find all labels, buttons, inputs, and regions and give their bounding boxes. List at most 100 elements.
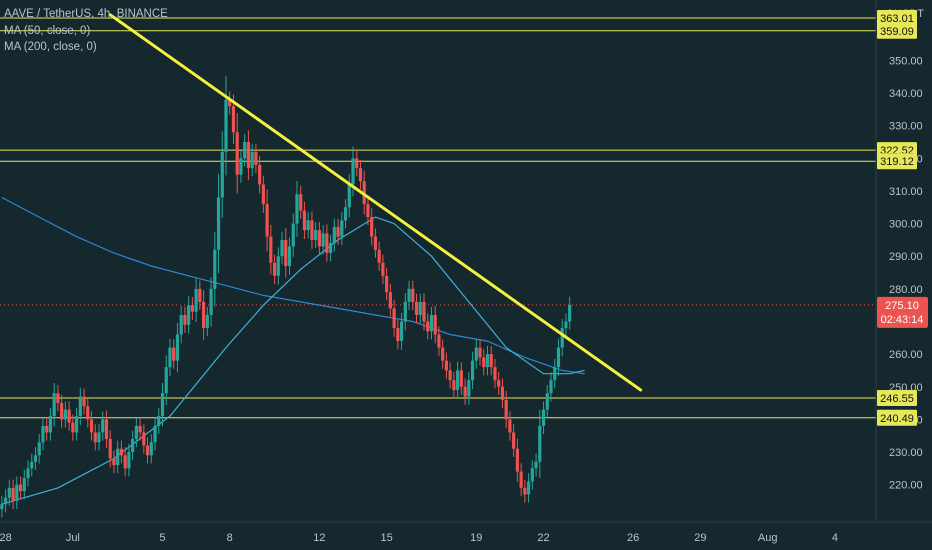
candle-17 [63,401,67,428]
candle-122 [456,361,460,399]
candle-body [564,321,568,329]
candle-body [317,230,321,247]
candle-body [101,419,105,433]
candle-117 [437,326,441,356]
level-badge-1: 359.09 [877,22,917,39]
candle-0 [0,496,4,518]
candle-body [474,347,478,361]
candle-body [388,292,392,309]
candle-body [422,301,426,322]
candle-50 [187,296,191,334]
y-tick-label: 310.00 [889,186,923,198]
ma200-line[interactable] [1,196,585,375]
candle-114 [426,313,430,340]
time-axis[interactable]: 28 Jul 5 8 12 15 19 22 26 29 Aug 4 [0,532,838,544]
candle-112 [418,293,422,324]
candle-body [329,243,333,253]
level-badge-bg [877,22,917,39]
candle-body [82,396,86,407]
candle-31 [116,440,120,474]
candle-127 [474,339,478,369]
y-tick-label: 350.00 [889,55,923,67]
candle-139 [519,463,523,497]
candle-88 [329,235,333,262]
candle-46 [172,339,176,369]
candle-body [512,432,516,449]
candle-36 [134,417,138,448]
candle-body [556,347,561,368]
candle-125 [467,372,471,405]
candle-61 [228,91,232,115]
candle-42 [157,407,161,435]
candle-100 [373,228,378,258]
candle-66 [246,130,251,180]
candle-body [448,370,452,381]
candle-body [526,481,531,495]
candle-body [26,468,30,479]
candle-body [287,246,292,267]
candle-65 [243,133,247,167]
candle-body [358,168,363,182]
candle-body [463,386,467,397]
x-tick-label: Aug [758,532,778,544]
candle-13 [48,407,53,441]
x-tick-label: 4 [832,532,838,544]
candle-145 [541,401,546,435]
candle-body [470,360,475,381]
candle-75 [280,231,284,265]
candle-body [508,419,512,433]
candle-32 [119,440,124,464]
candle-body [265,204,269,237]
ma50-line[interactable] [1,216,585,505]
candle-body [41,425,45,443]
candle-102 [381,254,385,284]
x-tick-label: 29 [694,532,706,544]
symbol-title[interactable]: AAVE / TetherUS, 4h, BINANCE [4,8,168,20]
candle-body [519,471,523,488]
candle-body [52,393,56,417]
candle-body [414,301,419,315]
candle-109 [407,280,411,311]
candle-body [489,354,493,368]
candle-63 [235,113,239,194]
candle-body [299,194,303,211]
candle-body [153,425,157,443]
candle-body [48,416,53,433]
x-tick-label: 19 [470,532,482,544]
candle-151 [564,313,568,337]
candle-4 [15,476,19,510]
candle-body [485,354,490,368]
candle-10 [37,434,41,464]
candle-body [407,288,411,302]
candle-body [246,142,251,169]
candle-142 [530,460,534,490]
candle-120 [448,362,452,389]
candle-106 [396,319,400,350]
candle-152 [568,296,572,330]
candle-52 [194,278,198,322]
current-price-text: 275.10 [885,300,919,312]
candle-39 [145,437,150,464]
trendline-group[interactable] [108,13,643,392]
candle-72 [269,224,273,275]
candle-150 [560,319,564,357]
x-tick-label: 15 [381,532,393,544]
candle-body [351,158,355,185]
candle-101 [377,241,381,271]
candle-body [74,416,79,433]
trendline[interactable] [108,13,643,392]
candle-1 [4,489,8,513]
candle-129 [482,349,486,376]
candle-body [347,184,351,208]
candle-135 [504,390,508,429]
ma200-legend[interactable]: MA (200, close, 0) [4,41,97,53]
candle-body [530,468,534,482]
level-badge-text: 359.09 [880,26,914,38]
price-badges: 363.01359.09322.52319.12246.55240.49275.… [877,10,928,426]
candle-body [71,422,75,433]
ma50-legend[interactable]: MA (50, close, 0) [4,24,91,37]
candle-108 [403,293,407,331]
candle-56 [209,277,213,327]
